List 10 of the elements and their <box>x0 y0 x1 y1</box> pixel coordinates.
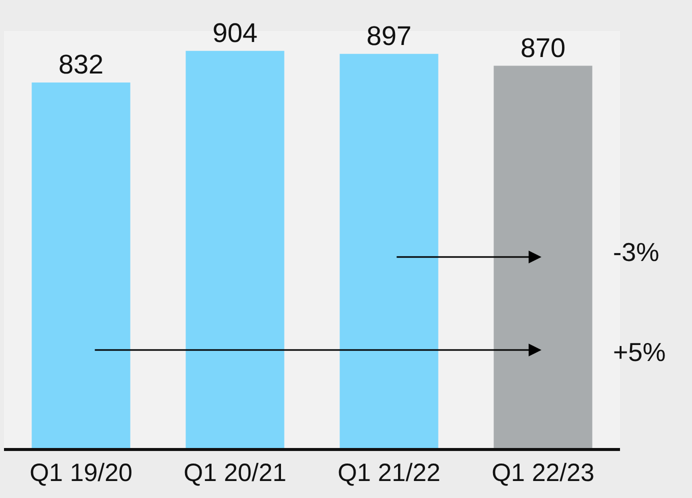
data-label: 832 <box>58 49 104 80</box>
data-label: 904 <box>212 18 258 48</box>
data-label: 897 <box>366 20 412 51</box>
x-tick-label: Q1 19/20 <box>30 459 132 487</box>
x-tick-label: Q1 22/23 <box>492 459 594 487</box>
x-tick-label: Q1 20/21 <box>184 459 286 487</box>
data-label: 870 <box>520 32 566 63</box>
annotation: -3% <box>613 237 660 267</box>
annotation: +5% <box>613 337 666 367</box>
x-tick-label: Q1 21/22 <box>338 459 440 487</box>
